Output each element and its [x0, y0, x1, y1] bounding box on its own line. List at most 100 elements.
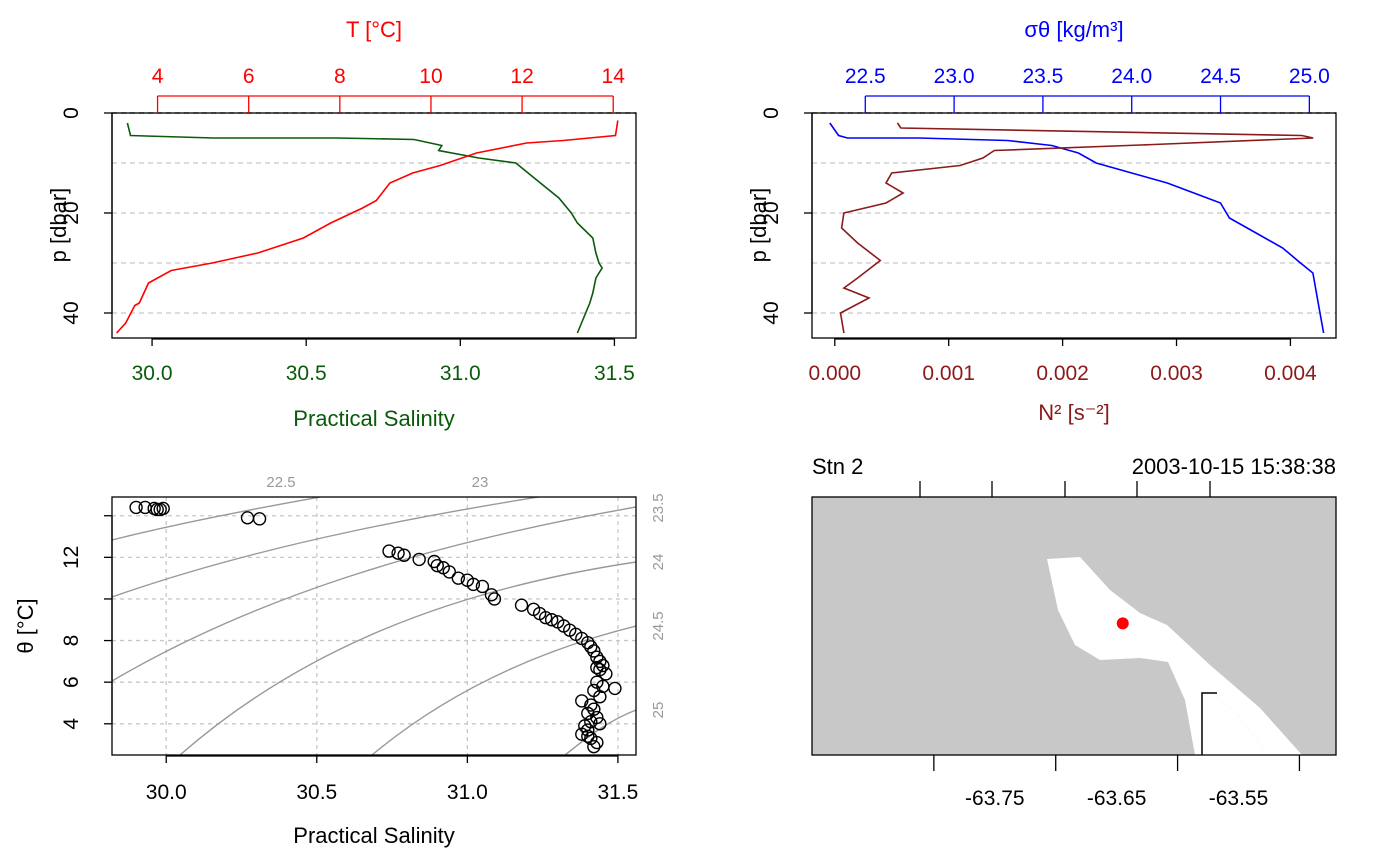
ts-point [581, 729, 595, 743]
ts-point [487, 592, 502, 606]
top-tick-label: 10 [419, 65, 442, 88]
station-label: Stn 2 [812, 454, 863, 479]
ts-point [382, 544, 396, 558]
y-tick-label: 12 [60, 546, 83, 569]
p2-sigma-label: σθ [kg/m³] [1024, 17, 1123, 42]
ts-point [240, 511, 255, 525]
ts-point [581, 706, 595, 721]
top-tick-label: 8 [334, 65, 346, 88]
bottom-tick-label: 0.001 [922, 362, 975, 385]
profile-line-temperature [116, 120, 619, 334]
p2-ylabel: p [dbar] [746, 188, 771, 263]
p3-gridlines [112, 497, 636, 755]
y-tick-label: 20 [60, 201, 83, 224]
ts-point [538, 610, 553, 625]
isopycnal-line [371, 625, 636, 755]
top-tick-label: 24.0 [1111, 65, 1152, 88]
isopycnal-line [112, 506, 636, 682]
top-tick-label: 12 [510, 65, 533, 88]
ts-point [593, 717, 607, 731]
p1-temperature-axis: 4 6 8 10 12 14 [152, 65, 625, 113]
top-tick-label: 23.5 [1022, 65, 1063, 88]
ts-point [427, 554, 441, 569]
ts-point [412, 552, 426, 567]
y-tick-label: 40 [60, 301, 83, 324]
bottom-tick-label: 0.004 [1264, 362, 1317, 385]
ts-point [156, 501, 170, 516]
p1-y-axis: 0 20 40 [60, 107, 113, 325]
isopycnal-line [112, 497, 543, 598]
p2-sigma-axis: 22.5 23.0 23.5 24.0 24.5 25.0 [845, 65, 1330, 113]
top-tick-label: 22.5 [845, 65, 886, 88]
top-tick-label: 14 [602, 65, 626, 88]
isopycnal-line [179, 561, 636, 755]
ts-point [590, 660, 604, 675]
ts-point [575, 727, 589, 741]
lon-tick-label: -63.55 [1209, 787, 1269, 810]
bottom-tick-label: 0.003 [1150, 362, 1203, 385]
isopycnal-label: 25 [650, 702, 667, 719]
p2-series [829, 122, 1325, 334]
isopycnal-label: 22.5 [266, 474, 295, 491]
map-lon-axis: -63.75 -63.65 -63.55 [933, 755, 1301, 810]
ts-point [596, 658, 610, 673]
top-tick-label: 25.0 [1289, 65, 1330, 88]
ts-point [587, 644, 601, 658]
top-tick-label: 23.0 [934, 65, 975, 88]
isopycnal-label: 23 [472, 474, 489, 491]
profile-line-n2 [839, 122, 1314, 334]
ts-point [599, 667, 613, 681]
y-tick-label: 20 [760, 201, 783, 224]
p1-series [116, 120, 619, 334]
ts-point [475, 579, 490, 594]
panel-ts-diagram: 30.0 30.5 31.0 31.5 4 6 8 12 22.5 23 23.5 24 2… [13, 474, 667, 848]
ts-point [484, 588, 499, 602]
p1-gridlines [112, 112, 636, 314]
ts-point [593, 654, 607, 669]
isopycnal-label: 24.5 [650, 611, 667, 640]
ts-point [451, 571, 466, 585]
p3-isopycnals [112, 497, 636, 755]
profile-line-sigma [829, 122, 1325, 334]
ts-point [442, 565, 456, 579]
x-tick-label: 30.5 [296, 781, 337, 804]
ts-point [430, 558, 444, 573]
isopycnal-line [112, 497, 324, 541]
p3-points [129, 500, 622, 754]
ts-point [391, 546, 405, 560]
p3-xlabel: Practical Salinity [293, 823, 454, 848]
panel-station-map: -63.75 -63.65 -63.55 Stn 2 2003-10-15 15:3… [811, 454, 1337, 810]
y-tick-label: 0 [60, 107, 83, 119]
lon-tick-label: -63.75 [965, 787, 1025, 810]
ts-point [466, 577, 481, 592]
isopycnal-label: 23.5 [650, 493, 667, 522]
p3-ylabel: θ [°C] [13, 598, 38, 653]
y-tick-label: 8 [60, 635, 83, 647]
top-tick-label: 6 [243, 65, 255, 88]
ts-point [514, 598, 529, 612]
ts-point [252, 512, 267, 526]
p3-y-axis: 4 6 8 12 [60, 515, 113, 730]
ts-point [150, 502, 164, 517]
x-tick-label: 31.5 [597, 781, 638, 804]
ts-point [584, 640, 598, 654]
ts-point [584, 698, 598, 712]
ts-point [397, 548, 411, 562]
map-frame [811, 496, 1337, 756]
water-channel [1168, 662, 1268, 755]
profile-line-salinity [126, 122, 604, 334]
bottom-tick-label: 31.5 [594, 362, 635, 385]
p3-isopycnal-labels: 22.5 23 23.5 24 24.5 25 [266, 474, 667, 718]
water-channel [1047, 557, 1302, 755]
p1-plot-frame [111, 112, 637, 339]
bottom-tick-label: 0.002 [1036, 362, 1089, 385]
x-tick-label: 31.0 [447, 781, 488, 804]
station-timestamp: 2003-10-15 15:38:38 [1132, 454, 1336, 479]
y-tick-label: 40 [760, 301, 783, 324]
p2-n2-label: N² [s⁻²] [1038, 400, 1110, 425]
isopycnal-line [564, 709, 636, 755]
p1-salinity-axis: 30.0 30.5 31.0 31.5 [132, 338, 635, 385]
y-tick-label: 6 [60, 676, 83, 688]
map-top-ticks [919, 481, 1211, 497]
p3-x-axis: 30.0 30.5 31.0 31.5 [146, 755, 638, 804]
